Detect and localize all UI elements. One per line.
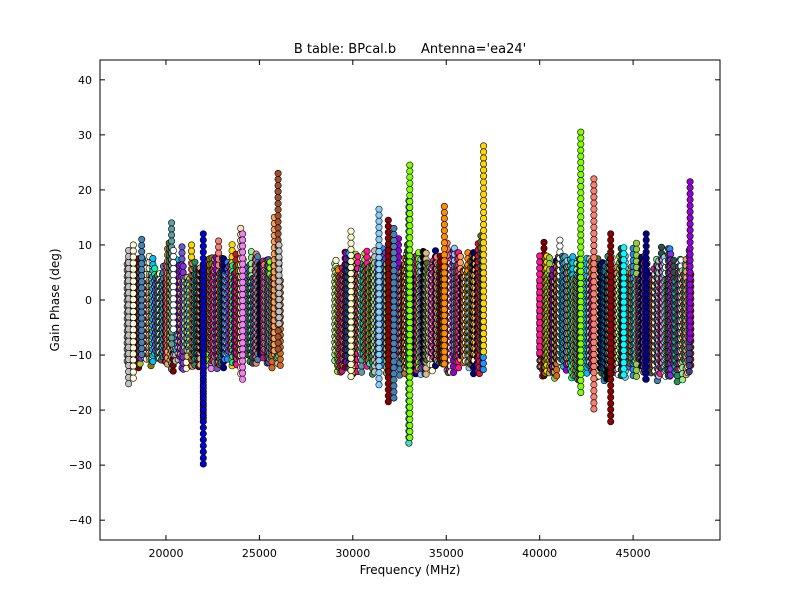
chart-title: B table: BPcal.b Antenna='ea24'	[294, 42, 526, 57]
data-point	[540, 238, 548, 246]
data-point	[178, 255, 186, 263]
data-point	[215, 237, 223, 245]
data-point	[422, 370, 430, 378]
data-point	[363, 247, 371, 255]
data-point	[178, 249, 186, 257]
data-point	[553, 366, 561, 374]
data-point	[363, 253, 371, 261]
data-point	[556, 242, 564, 250]
data-point	[358, 368, 366, 376]
data-point	[151, 264, 159, 272]
data-point	[431, 247, 439, 255]
data-point	[149, 357, 157, 365]
data-point	[479, 365, 487, 373]
data-point	[553, 372, 561, 380]
data-point	[276, 361, 284, 369]
data-point	[479, 359, 487, 367]
data-point	[556, 236, 564, 244]
data-point	[188, 247, 196, 255]
data-point	[191, 258, 199, 266]
data-point	[455, 364, 463, 372]
data-point	[215, 249, 223, 257]
data-point	[540, 244, 548, 252]
data-point	[228, 241, 236, 249]
data-point	[545, 260, 553, 268]
data-point	[422, 249, 430, 257]
data-point	[456, 253, 464, 261]
data-point	[354, 252, 362, 260]
data-point	[268, 364, 276, 372]
data-points	[123, 128, 695, 468]
data-point	[149, 255, 157, 263]
data-point	[178, 243, 186, 251]
data-point	[207, 365, 215, 373]
data-point	[569, 253, 577, 261]
data-point	[179, 262, 187, 270]
data-point	[456, 259, 464, 267]
data-point	[169, 367, 177, 375]
data-point	[332, 256, 340, 264]
data-point	[188, 241, 196, 249]
data-point	[254, 253, 262, 261]
data-point	[220, 364, 228, 372]
data-point	[215, 243, 223, 251]
data-point	[276, 355, 284, 363]
data-point	[545, 254, 553, 262]
